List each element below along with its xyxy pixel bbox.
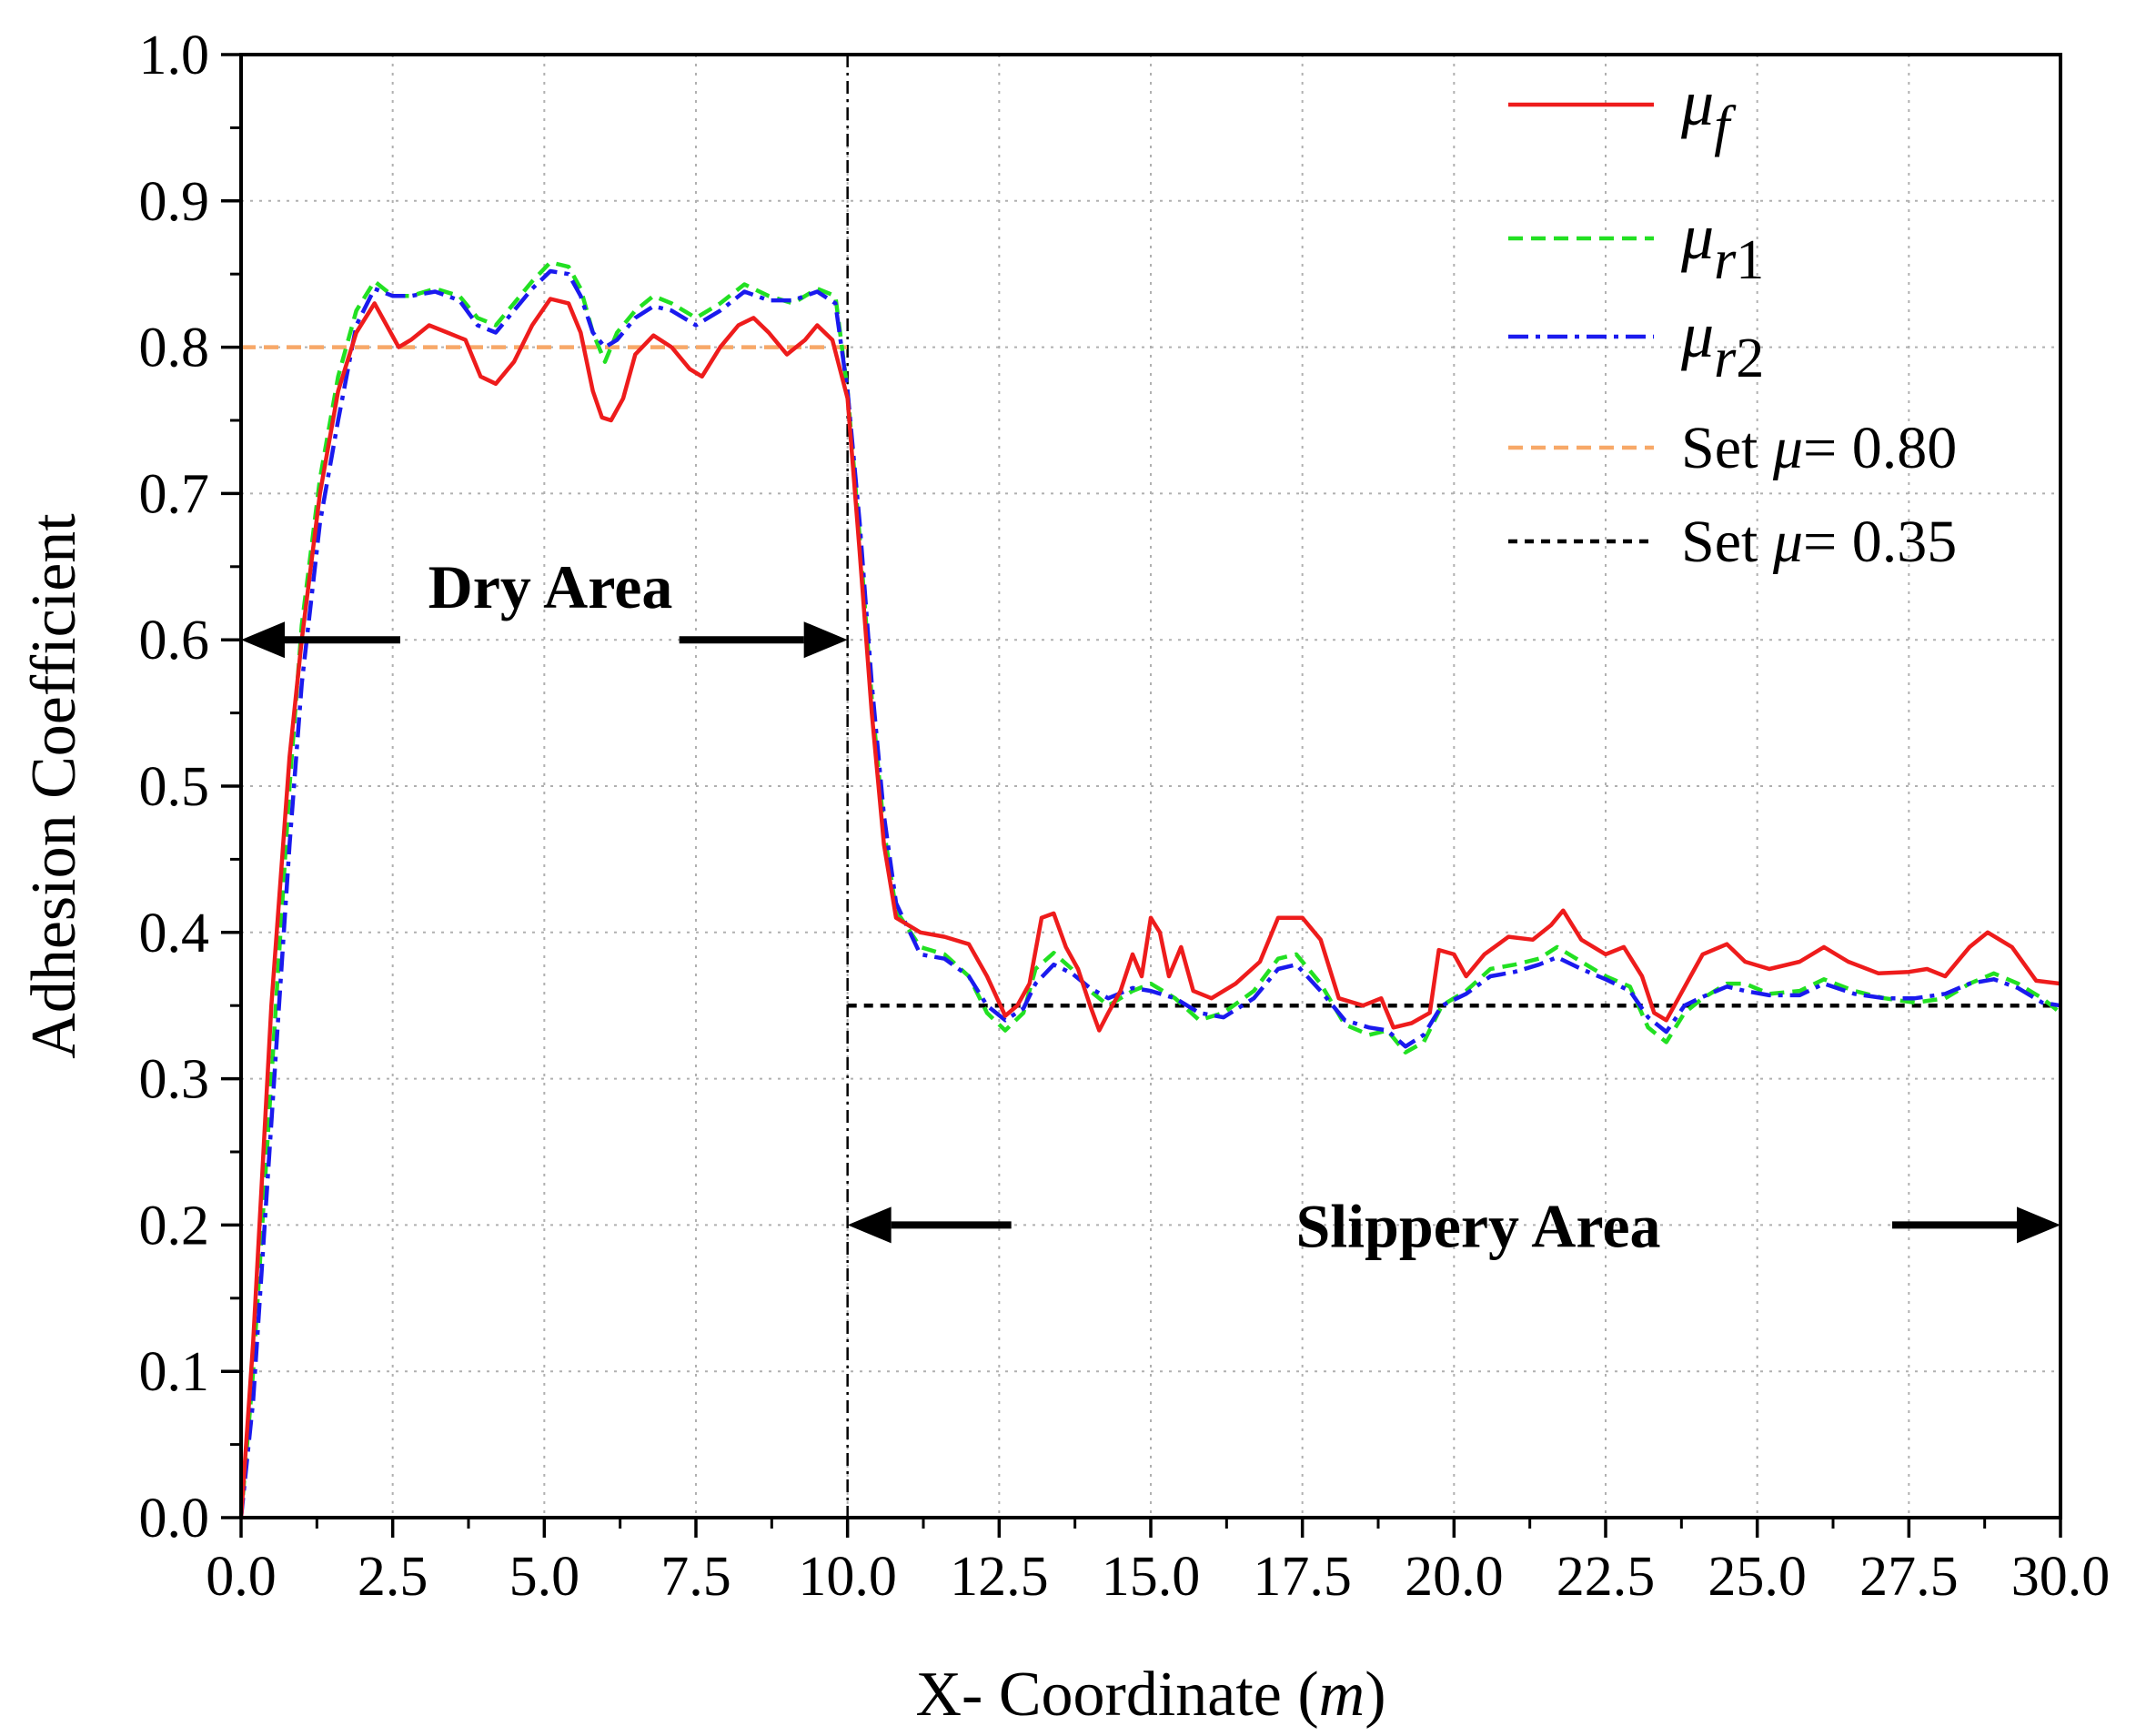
y-tick-label: 0.1 [139, 1341, 210, 1403]
y-tick-label: 0.3 [139, 1049, 210, 1111]
legend-label-sub: r2 [1714, 328, 1764, 389]
series-line-0 [238, 297, 2061, 1519]
x-tick-label: 12.5 [950, 1546, 1049, 1608]
slippery-arrow-right-head [2017, 1206, 2060, 1244]
series-group [238, 260, 2062, 1519]
y-axis-title: Adhesion Coefficient [19, 513, 89, 1059]
y-tick-label: 0.4 [139, 903, 210, 964]
legend-label-base: μ [1680, 200, 1714, 273]
x-tick-label: 17.5 [1253, 1546, 1352, 1608]
legend-label-base: μ [1680, 66, 1714, 139]
x-tick-label: 10.0 [798, 1546, 897, 1608]
x-tick-label: 20.0 [1405, 1546, 1504, 1608]
x-tick-label: 15.0 [1102, 1546, 1201, 1608]
dry-arrow-right-head [803, 621, 848, 659]
x-axis-title-text: X- Coordinate ( [915, 1660, 1318, 1730]
y-tick-label: 0.9 [139, 171, 210, 233]
legend-label-base: μ [1680, 298, 1714, 371]
x-tick-label: 5.0 [509, 1546, 580, 1608]
x-tick-label: 7.5 [660, 1546, 731, 1608]
x-tick-label: 27.5 [1859, 1546, 1959, 1608]
x-axis-title: X- Coordinate (m) [915, 1660, 1385, 1730]
y-tick-label: 0.6 [139, 610, 210, 671]
y-tick-label: 0.2 [139, 1195, 210, 1257]
slippery-arrow-left-head [847, 1206, 892, 1244]
legend-label-3: Set μ= 0.80 [1681, 415, 1957, 481]
legend-label-sub: f [1714, 96, 1737, 157]
x-tick-label: 0.0 [206, 1546, 277, 1608]
y-tick-label: 0.7 [139, 463, 210, 525]
series-line-1 [238, 260, 2062, 1519]
x-tick-label: 2.5 [358, 1546, 428, 1608]
x-axis-title-close: ) [1365, 1660, 1385, 1730]
legend-label-2: μr2 [1680, 298, 1764, 389]
y-tick-label: 0.0 [139, 1488, 210, 1549]
legend-label-1: μr1 [1680, 200, 1764, 291]
legend-label-sub: r1 [1714, 229, 1764, 291]
dry-arrow-left-head [241, 621, 285, 659]
dry-area-label: Dry Area [428, 552, 673, 621]
y-tick-label: 0.8 [139, 318, 210, 379]
grid [241, 55, 2060, 1518]
legend-label-0: μf [1680, 66, 1737, 157]
x-axis-unit: m [1319, 1660, 1365, 1730]
axis-ticks: 0.0 2.5 5.0 7.5 10.0 12.5 15.0 17.5 20.0 22.5 25.0… [139, 25, 2111, 1608]
slippery-area-label: Slippery Area [1295, 1191, 1660, 1260]
series-line-2 [238, 268, 2061, 1519]
y-tick-label: 0.5 [139, 756, 210, 818]
x-tick-label: 22.5 [1557, 1546, 1656, 1608]
x-tick-label: 25.0 [1708, 1546, 1807, 1608]
legend-label-4: Set μ= 0.35 [1681, 509, 1957, 575]
region-annotations: Dry Area Slippery Area [241, 552, 2060, 1260]
y-tick-label: 1.0 [139, 25, 210, 86]
x-tick-label: 30.0 [2011, 1546, 2111, 1608]
